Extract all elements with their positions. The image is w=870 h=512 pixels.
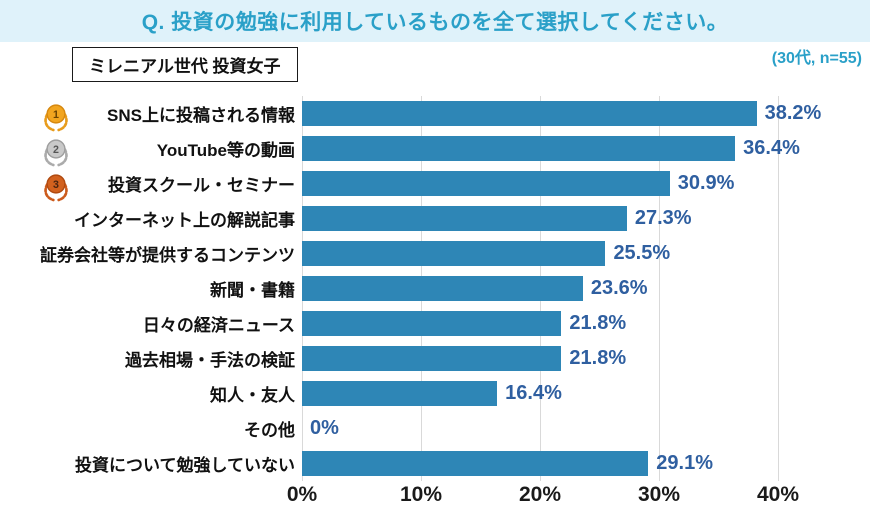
bar-cell: 16.4% [302,376,870,411]
category-label: 証券会社等が提供するコンテンツ [40,246,295,265]
category-label: 投資について勉強していない [75,456,295,475]
bar-cell: 29.1% [302,446,870,481]
x-axis-tick: 40% [756,483,800,506]
bar [302,206,627,231]
group-label-box: ミレニアル世代 投資女子 [72,47,298,82]
value-label: 21.8% [569,347,627,369]
chart-row: 証券会社等が提供するコンテンツ 25.5% [0,236,870,271]
bar [302,241,606,266]
svg-text:1: 1 [53,109,59,121]
bar-cell: 23.6% [302,271,870,306]
silver-medal-icon: 2 [40,137,72,169]
chart-row: 2 YouTube等の動画 36.4% [0,131,870,167]
bar-cell: 36.4% [302,131,870,166]
value-label: 36.4% [743,137,800,159]
category-label: 新聞・書籍 [210,281,295,300]
x-axis-tick: 10% [399,483,443,506]
x-axis-tick: 30% [637,483,681,506]
bar [302,346,562,371]
x-axis-tick: 0% [286,483,318,506]
category-label: 日々の経済ニュース [142,316,295,335]
category-label-cell: 日々の経済ニュース [0,311,302,336]
bar-cell: 27.3% [302,201,870,236]
bar [302,381,498,406]
category-label-cell: インターネット上の解説記事 [0,206,302,231]
category-label: SNS上に投稿される情報 [107,106,295,125]
bar-cell: 25.5% [302,236,870,271]
chart-row: 新聞・書籍 23.6% [0,271,870,306]
bar [302,136,736,161]
value-label: 30.9% [677,172,735,194]
bar [302,101,757,126]
category-label: YouTube等の動画 [156,141,295,160]
bar [302,451,649,476]
chart-row: 知人・友人 16.4% [0,376,870,411]
sample-size-note: (30代, n=55) [771,50,862,67]
chart-rows: 1 SNS上に投稿される情報 38.2% [0,96,870,481]
bar [302,276,583,301]
value-label: 27.3% [634,207,692,229]
value-label: 29.1% [656,452,713,474]
chart-row: インターネット上の解説記事 27.3% [0,201,870,236]
chart-row: 過去相場・手法の検証 21.8% [0,341,870,376]
category-label-cell: 投資について勉強していない [0,451,302,476]
bar-cell: 38.2% [302,96,870,131]
category-label: その他 [244,421,295,440]
category-label-cell: その他 [0,416,302,441]
bar-cell: 0% [302,411,870,446]
gold-medal-icon: 1 [40,102,72,134]
value-label: 23.6% [590,277,648,299]
category-label: 過去相場・手法の検証 [125,351,295,370]
title-band: Q. 投資の勉強に利用しているものを全て選択してください。 [0,0,870,42]
x-axis-tick: 20% [518,483,562,506]
svg-text:3: 3 [53,179,59,191]
chart-row: 投資について勉強していない 29.1% [0,446,870,481]
bar [302,311,562,336]
category-label-cell: 知人・友人 [0,381,302,406]
chart-row: 3 投資スクール・セミナー 30.9% [0,166,870,202]
chart-question-title: Q. 投資の勉強に利用しているものを全て選択してください。 [141,11,729,34]
x-axis: 0% 10% 20% 30% 40% [287,483,870,512]
value-label: 38.2% [764,102,822,124]
bar [302,171,670,196]
category-label-cell: 3 投資スクール・セミナー [0,171,302,202]
category-label: 知人・友人 [210,386,295,405]
bar-cell: 21.8% [302,306,870,341]
chart-row: 1 SNS上に投稿される情報 38.2% [0,96,870,132]
category-label-cell: 新聞・書籍 [0,276,302,301]
chart-row: その他 0% [0,411,870,446]
category-label-cell: 1 SNS上に投稿される情報 [0,101,302,132]
category-label-cell: 過去相場・手法の検証 [0,346,302,371]
value-label: 16.4% [505,382,562,404]
value-label: 21.8% [569,312,627,334]
bar-chart: 1 SNS上に投稿される情報 38.2% [0,96,870,512]
chart-row: 日々の経済ニュース 21.8% [0,306,870,341]
category-label-cell: 証券会社等が提供するコンテンツ [0,241,302,266]
value-label: 25.5% [613,242,671,264]
bar-cell: 21.8% [302,341,870,376]
svg-text:2: 2 [53,144,59,156]
subheader-row: ミレニアル世代 投資女子 (30代, n=55) [0,42,870,88]
bar-cell: 30.9% [302,166,870,201]
bronze-medal-icon: 3 [40,172,72,204]
category-label: 投資スクール・セミナー [108,176,295,195]
category-label-cell: 2 YouTube等の動画 [0,136,302,167]
value-label: 0% [310,417,339,439]
category-label: インターネット上の解説記事 [74,211,295,230]
